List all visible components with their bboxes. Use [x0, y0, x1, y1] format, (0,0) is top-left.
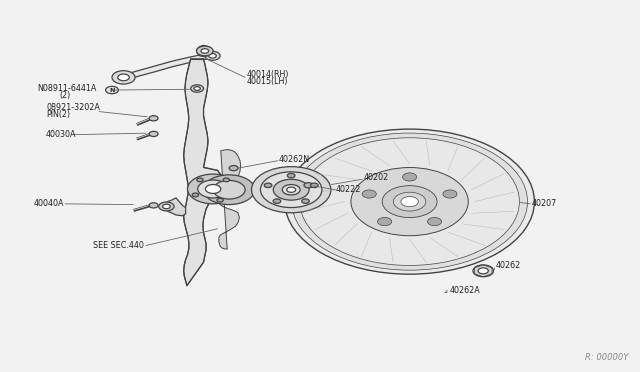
Text: (2): (2)	[59, 92, 70, 100]
Circle shape	[282, 185, 300, 195]
Circle shape	[394, 192, 426, 211]
Polygon shape	[197, 45, 212, 57]
Circle shape	[403, 173, 417, 181]
Polygon shape	[164, 198, 186, 216]
Polygon shape	[218, 150, 241, 249]
Text: 40040A: 40040A	[33, 199, 64, 208]
Text: 40202: 40202	[364, 173, 388, 182]
Text: N: N	[109, 87, 115, 93]
Polygon shape	[184, 59, 223, 286]
Circle shape	[401, 196, 419, 207]
Text: 40015(LH): 40015(LH)	[246, 77, 288, 86]
Circle shape	[217, 198, 223, 202]
Circle shape	[112, 71, 135, 84]
Text: 40262A: 40262A	[449, 286, 480, 295]
Circle shape	[252, 167, 331, 213]
Circle shape	[209, 54, 216, 58]
Circle shape	[273, 179, 309, 200]
Circle shape	[204, 175, 255, 205]
Circle shape	[378, 218, 392, 226]
Circle shape	[362, 190, 376, 198]
Text: 40014(RH): 40014(RH)	[246, 70, 289, 79]
Circle shape	[351, 167, 468, 236]
Circle shape	[285, 129, 534, 274]
Circle shape	[163, 204, 170, 209]
Circle shape	[260, 172, 322, 208]
Text: PIN(2): PIN(2)	[46, 110, 70, 119]
Text: N08911-6441A: N08911-6441A	[37, 84, 97, 93]
Text: R: 00000Y: R: 00000Y	[585, 353, 628, 362]
Circle shape	[273, 199, 281, 203]
Circle shape	[213, 180, 245, 199]
Circle shape	[304, 183, 313, 188]
Circle shape	[205, 51, 220, 60]
Circle shape	[301, 199, 309, 203]
Circle shape	[292, 133, 527, 270]
Text: SEE SEC.440: SEE SEC.440	[93, 241, 143, 250]
Circle shape	[229, 166, 238, 171]
Circle shape	[149, 131, 158, 137]
Text: 40262N: 40262N	[278, 155, 310, 164]
Circle shape	[149, 116, 158, 121]
Text: 40030A: 40030A	[46, 130, 77, 139]
Circle shape	[191, 85, 204, 92]
Circle shape	[428, 218, 442, 226]
Circle shape	[310, 183, 318, 187]
Text: 40207: 40207	[531, 199, 556, 208]
Text: 40222: 40222	[336, 185, 362, 194]
Circle shape	[300, 138, 520, 266]
Circle shape	[382, 186, 437, 218]
Text: 08921-3202A: 08921-3202A	[46, 103, 100, 112]
Circle shape	[149, 203, 158, 208]
Text: 40262: 40262	[496, 262, 521, 270]
Circle shape	[196, 178, 203, 182]
Text: $\lrcorner$: $\lrcorner$	[443, 286, 448, 295]
Polygon shape	[125, 53, 212, 80]
Circle shape	[205, 185, 221, 193]
Circle shape	[264, 183, 272, 187]
Circle shape	[223, 178, 230, 182]
Circle shape	[443, 190, 457, 198]
Circle shape	[196, 46, 213, 56]
Circle shape	[473, 265, 493, 277]
Circle shape	[192, 193, 198, 197]
Circle shape	[188, 174, 239, 204]
Circle shape	[478, 268, 488, 274]
Circle shape	[159, 202, 174, 211]
Circle shape	[201, 49, 209, 53]
Circle shape	[287, 187, 296, 192]
Circle shape	[106, 86, 118, 94]
Circle shape	[198, 180, 228, 198]
Circle shape	[118, 74, 129, 81]
Circle shape	[194, 87, 200, 90]
Circle shape	[287, 173, 295, 178]
